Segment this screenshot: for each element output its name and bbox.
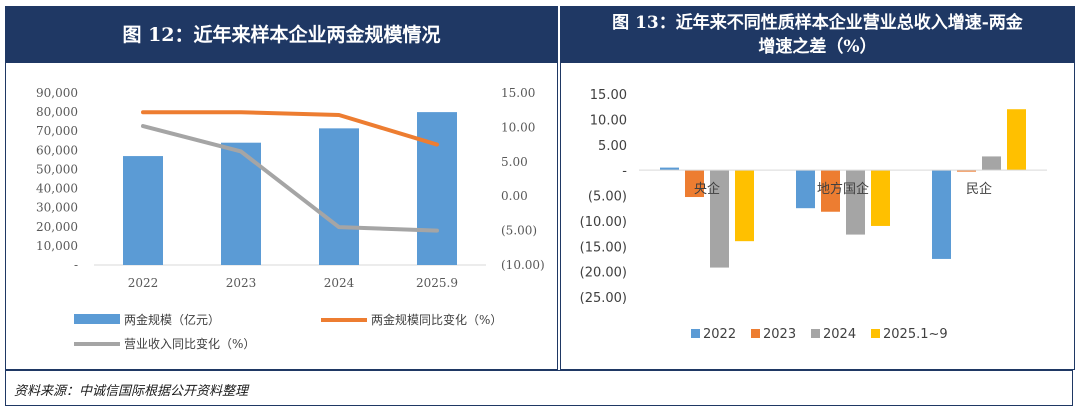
legend-label-bar-2022: 2022 [703, 327, 736, 342]
bar-2023 [821, 170, 840, 212]
y-right-tick-label: 0.00 [501, 189, 528, 203]
y-left-tick-label: - [74, 258, 78, 272]
y-tick-label: (20.00) [580, 266, 627, 281]
y-left-tick-label: 30,000 [36, 201, 78, 215]
y-tick-label: (10.00) [580, 215, 627, 230]
legend-label-line-1: 两金规模同比变化（%） [371, 312, 502, 327]
line-two-gold-yoy [141, 110, 439, 147]
legend-swatch-bar [74, 314, 120, 324]
chart-title-right: 图 13：近年来不同性质样本企业营业总收入增速-两金 增速之差（%） [561, 7, 1074, 63]
legend-swatch-bar-2023 [751, 329, 760, 338]
y-left-tick-label: 60,000 [36, 143, 78, 157]
y-left-tick-label: 80,000 [36, 105, 78, 119]
y-right-tick-label: 15.00 [501, 86, 535, 100]
y-right-tick-label: 5.00 [501, 155, 528, 169]
legend-label-bar: 两金规模（亿元） [124, 312, 220, 327]
legend-label-bar-2025-1-9: 2025.1~9 [883, 327, 948, 342]
y-left-tick-label: 70,000 [36, 124, 78, 138]
bar-two-gold-scale [319, 128, 359, 265]
bar-2025-1-9 [735, 170, 754, 242]
bar-2025-1-9 [871, 170, 890, 226]
x-tick-label: 2024 [324, 276, 355, 290]
chart-panel-left: 图 12：近年来样本企业两金规模情况 90,000 80,000 70,000 60,… [5, 6, 558, 370]
y-left-tick-label: 40,000 [36, 182, 78, 196]
y-right-tick-label: (5.00) [501, 224, 537, 238]
bar-2023 [957, 170, 976, 172]
category-label: 民企 [966, 181, 992, 197]
chart-title-right-line2: 增速之差（%） [758, 37, 877, 57]
legend-label-line-2: 营业收入同比变化（%） [124, 336, 255, 351]
y-tick-label: (25.00) [580, 291, 627, 306]
y-left-tick-label: 20,000 [36, 220, 78, 234]
x-tick-label: 2022 [128, 276, 159, 290]
chart-panel-right: 图 13：近年来不同性质样本企业营业总收入增速-两金 增速之差（%） 15.00… [560, 6, 1075, 370]
source-bar: 资料来源：中诚信国际根据公开资料整理 [5, 370, 1073, 406]
bar-2023 [685, 170, 704, 198]
x-tick-label: 2023 [226, 276, 257, 290]
bar-2022 [796, 170, 815, 209]
bar-2022 [660, 167, 679, 171]
chart-title-right-line1: 图 13：近年来不同性质样本企业营业总收入增速-两金 [612, 13, 1023, 33]
y-left-tick-label: 50,000 [36, 162, 78, 176]
bar-two-gold-scale [417, 112, 457, 265]
y-right-tick-label: 10.00 [501, 120, 535, 134]
bar-2024 [982, 156, 1001, 171]
line-revenue-yoy [141, 124, 439, 233]
chart-title-left: 图 12：近年来样本企业两金规模情况 [6, 7, 557, 63]
bar-2024 [846, 170, 865, 235]
category-label: 央企 [694, 181, 720, 197]
source-text: 资料来源：中诚信国际根据公开资料整理 [14, 384, 249, 399]
left-chart-svg: 90,000 80,000 70,000 60,000 50,000 40,000 30,0… [36, 86, 545, 351]
bar-2025-1-9 [1007, 109, 1026, 171]
y-left-tick-label: 10,000 [36, 239, 78, 253]
bar-2022 [932, 170, 951, 259]
legend-label-bar-2023: 2023 [763, 327, 796, 342]
y-left-tick-label: 90,000 [36, 86, 78, 100]
y-right-tick-label: (10.00) [501, 258, 545, 272]
y-tick-label: 10.00 [590, 113, 627, 128]
y-tick-label: 15.00 [590, 88, 627, 103]
y-tick-label: (15.00) [580, 240, 627, 255]
legend-swatch-bar-2025-1-9 [871, 329, 880, 338]
category-label: 地方国企 [817, 181, 869, 197]
legend-swatch-bar-2022 [691, 329, 700, 338]
legend-swatch-bar-2024 [811, 329, 820, 338]
y-tick-label: 5.00 [598, 139, 627, 154]
legend-label-bar-2024: 2024 [823, 327, 856, 342]
right-chart-svg: 15.00 10.00 5.00 - (5.00) (10.00) (15.00) (20.0… [580, 88, 1047, 342]
bar-two-gold-scale [123, 156, 163, 265]
x-tick-label: 2025.9 [416, 276, 458, 290]
bar-2024 [710, 170, 729, 268]
y-tick-label: (5.00) [588, 190, 627, 205]
y-tick-label: - [622, 164, 627, 179]
